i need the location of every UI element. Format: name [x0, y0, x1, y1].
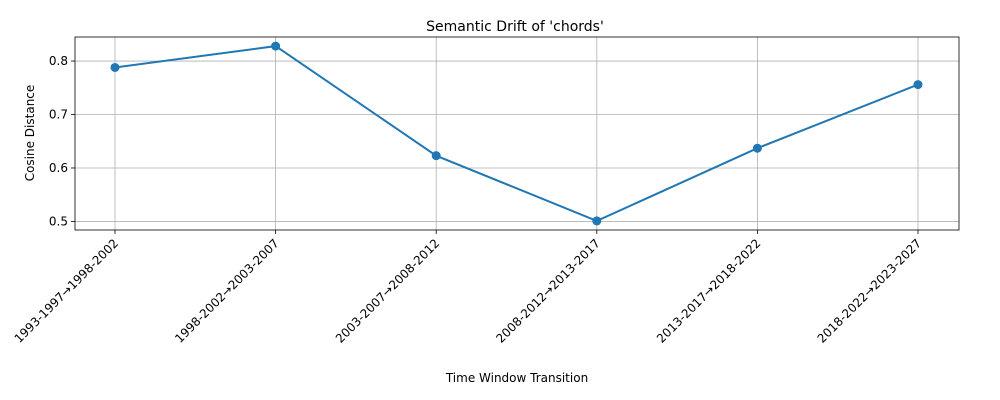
- y-tick-label: 0.7: [49, 108, 68, 122]
- x-tick-label: 1993-1997→1998-2002: [12, 236, 122, 346]
- x-axis-label: Time Window Transition: [445, 371, 588, 385]
- data-point: [431, 151, 441, 161]
- chart-title: Semantic Drift of 'chords': [426, 19, 604, 35]
- data-point: [271, 41, 281, 51]
- data-point: [592, 216, 602, 226]
- y-axis-label: Cosine Distance: [23, 85, 37, 182]
- data-point: [752, 143, 762, 153]
- data-point: [913, 80, 923, 90]
- y-tick-label: 0.6: [49, 161, 68, 175]
- x-tick-label: 2018-2022→2023-2027: [815, 236, 925, 346]
- data-point: [110, 62, 120, 72]
- series-line: [114, 45, 919, 222]
- x-tick-label: 1998-2002→2003-2007: [172, 236, 282, 346]
- y-tick-label: 0.5: [49, 214, 68, 228]
- x-tick-label: 2003-2007→2008-2012: [333, 236, 443, 346]
- y-axis: 0.5 0.6 0.7 0.8: [49, 54, 75, 228]
- plot-frame: [74, 36, 960, 231]
- y-tick-label: 0.8: [49, 54, 68, 68]
- x-tick-label: 2008-2012→2013-2017: [493, 236, 603, 346]
- grid-layer: [75, 37, 959, 230]
- series-layer: [110, 41, 923, 226]
- x-tick-label: 2013-2017→2018-2022: [654, 236, 764, 346]
- x-axis: 1993-1997→1998-2002 1998-2002→2003-2007 20…: [12, 230, 925, 346]
